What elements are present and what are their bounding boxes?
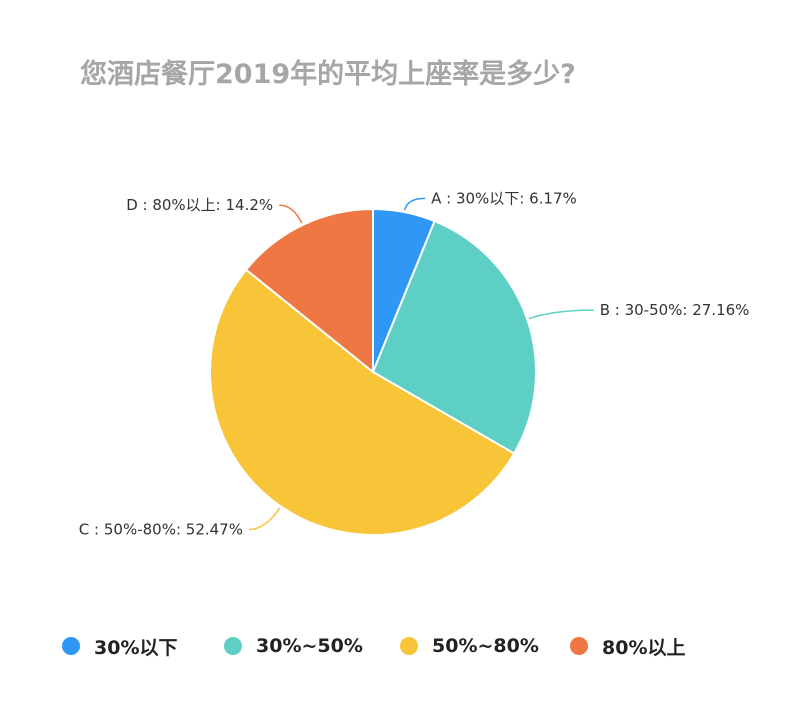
legend-swatch-a: [62, 637, 80, 655]
legend-swatch-b: [224, 637, 242, 655]
legend-item-a[interactable]: 30%以下: [62, 626, 177, 666]
leader-line-a: [404, 197, 426, 211]
slice-label-a: A : 30%以下: 6.17%: [431, 189, 577, 207]
slice-label-c: C : 50%-80%: 52.47%: [79, 521, 243, 539]
pie-slice-c[interactable]: [209, 268, 516, 536]
legend-label-c: 50%~80%: [432, 635, 539, 657]
legend-item-b[interactable]: 30%~50%: [224, 626, 363, 666]
legend-label-a: 30%以下: [94, 636, 178, 659]
slice-label-b: B : 30-50%: 27.16%: [600, 301, 750, 319]
chart-title: 您酒店餐厅2019年的平均上座率是多少?: [80, 59, 576, 90]
legend-item-c[interactable]: 50%~80%: [400, 626, 539, 666]
slice-label-d: D : 80%以上: 14.2%: [126, 196, 273, 214]
pie-slice-d[interactable]: [244, 207, 374, 375]
leader-line-d: [279, 204, 303, 224]
leader-line-b: [528, 309, 594, 320]
leader-line-c: [248, 507, 281, 531]
legend-label-d: 80%以上: [602, 636, 686, 659]
legend-swatch-c: [400, 637, 418, 655]
legend-label-b: 30%~50%: [256, 635, 363, 657]
chart-legend: 30%以下 30%~50% 50%~80% 80%以上: [0, 626, 800, 666]
legend-item-d[interactable]: 80%以上: [570, 626, 685, 666]
legend-swatch-d: [570, 637, 588, 655]
